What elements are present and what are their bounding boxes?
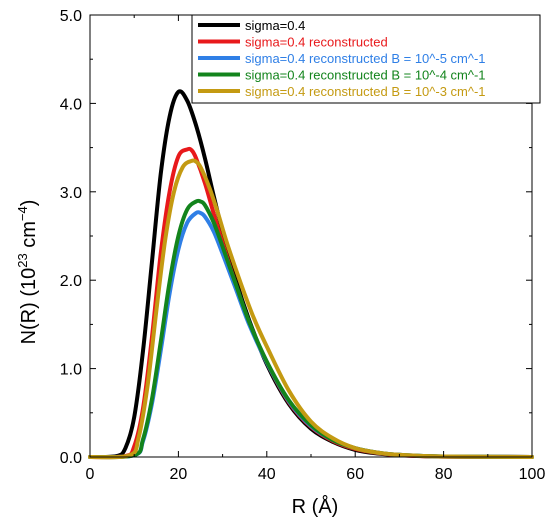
legend-label: sigma=0.4 reconstructed	[245, 35, 388, 50]
y-axis-title-mid: cm	[18, 221, 40, 253]
y-tick-label: 4.0	[60, 96, 82, 113]
legend-label: sigma=0.4	[245, 18, 305, 33]
legend-label: sigma=0.4 reconstructed B = 10^-4 cm^-1	[245, 68, 486, 83]
x-tick-label: 60	[346, 466, 364, 483]
series-line-4	[88, 158, 534, 460]
y-axis-title-end: )	[18, 200, 40, 207]
series-line-0	[88, 89, 534, 460]
legend-label: sigma=0.4 reconstructed B = 10^-3 cm^-1	[245, 84, 486, 99]
x-axis-title: R (Å)	[292, 495, 339, 518]
y-tick-label: 0.0	[60, 450, 82, 467]
y-tick-label: 3.0	[60, 185, 82, 202]
x-tick-label: 100	[519, 466, 546, 483]
y-axis-title-exp1: 23	[15, 253, 30, 267]
y-tick-label: 5.0	[60, 8, 82, 25]
tick-labels: 0 20 40 60 80 100 0.0 1.0 2.0 3.0 4.0 5.0	[60, 8, 546, 483]
y-axis-title-exp2: −4	[15, 206, 30, 221]
legend-label: sigma=0.4 reconstructed B = 10^-5 cm^-1	[245, 51, 486, 66]
legend-box	[191, 14, 541, 104]
y-axis-title-main: N(R) (10	[18, 268, 40, 345]
x-tick-label: 40	[258, 466, 276, 483]
y-tick-label: 1.0	[60, 362, 82, 379]
y-axis-title: N(R) (1023 cm−4)	[15, 200, 40, 345]
x-tick-label: 20	[170, 466, 188, 483]
x-tick-label: 0	[86, 466, 95, 483]
y-tick-label: 2.0	[60, 273, 82, 290]
x-tick-label: 80	[435, 466, 453, 483]
series-lines	[88, 89, 534, 460]
